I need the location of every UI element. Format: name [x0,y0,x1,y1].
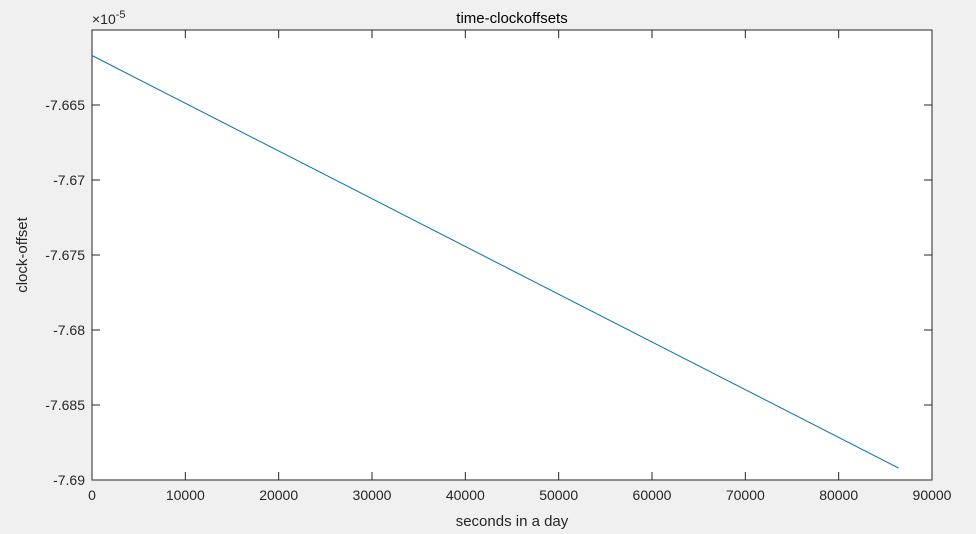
x-axis-label: seconds in a day [456,513,569,530]
series-group [91,55,899,469]
y-tick-label: -7.685 [45,397,85,413]
y-tick-label: -7.69 [53,472,85,488]
x-tick-label: 40000 [446,487,485,503]
y-tick-label: -7.665 [45,97,85,113]
x-tick-label: 90000 [913,487,952,503]
y-tick-label: -7.67 [53,172,85,188]
y-tick-label: -7.68 [53,322,85,338]
x-tick-label: 60000 [633,487,672,503]
x-tick-label: 10000 [166,487,205,503]
y-axis-label: clock-offset [14,216,31,292]
chart-title: time-clockoffsets [456,10,567,27]
plot-area [91,29,933,481]
x-tick-label: 20000 [259,487,298,503]
series-line [91,55,899,469]
y-exponent-base: ×10 [92,11,116,27]
x-tick-label: 70000 [726,487,765,503]
tick-group: 0 10000 20000 30000 40000 50000 60000 70000 8000… [45,30,952,503]
y-exponent-label: ×10-5 [92,9,126,27]
x-tick-label: 30000 [353,487,392,503]
y-tick-label: -7.675 [45,247,85,263]
y-exponent-power: -5 [116,9,126,21]
x-tick-label: 50000 [539,487,578,503]
x-tick-label: 0 [88,487,96,503]
x-tick-label: 80000 [819,487,858,503]
